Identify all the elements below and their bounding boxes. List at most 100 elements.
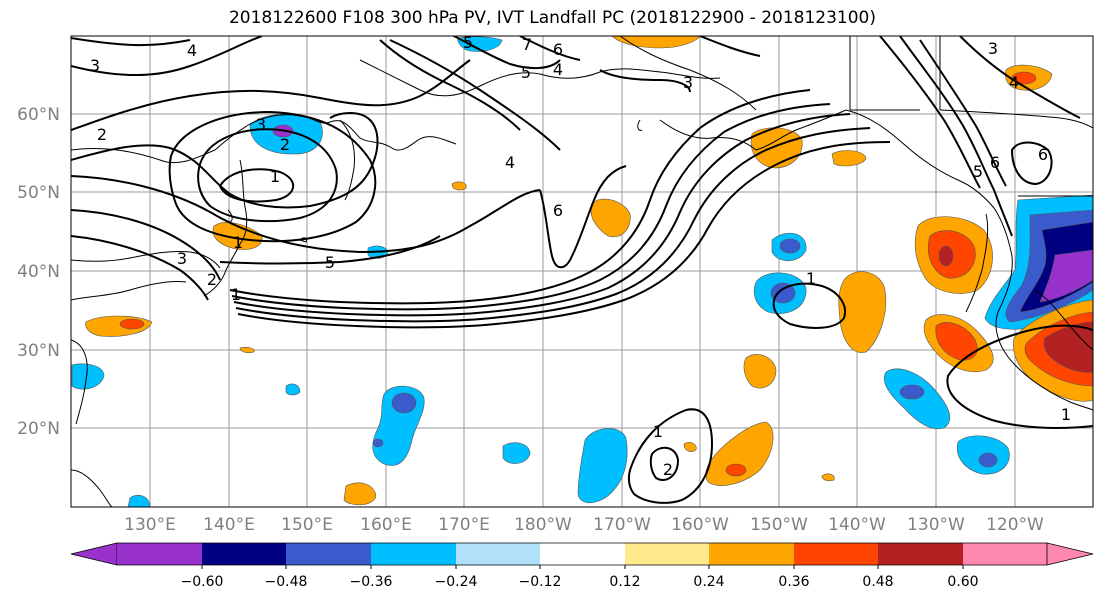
colorbar-tick-label: 0.48 [862,574,893,590]
positive-anomaly-region [212,222,263,250]
longitude-labels: 130°E 140°E 150°E 160°E 170°E 180°W 170°… [124,515,1044,535]
contour-label: 1 [270,167,280,186]
contour-label: 3 [988,39,998,58]
latitude-label: 50°N [17,183,60,203]
contour-label: 4 [1009,73,1019,92]
contour-label: 2 [207,270,217,289]
contour-label: 3 [683,73,693,92]
latitude-label: 20°N [17,419,60,439]
longitude-label: 120°W [986,515,1044,535]
positive-anomaly-region [935,322,978,361]
longitude-label: 130°E [124,515,176,535]
colorbar-segment [625,543,709,565]
map-frame [70,35,1094,508]
contour-label: 6 [990,153,1000,172]
colorbar-right-extension [1046,542,1094,566]
contour-label: 4 [187,41,197,60]
latitude-label: 30°N [17,341,60,361]
negative-anomaly-core [899,384,925,400]
positive-anomaly-region [343,482,377,506]
contour-label: 1 [806,269,816,288]
negative-anomaly-region [285,383,301,396]
colorbar-tick-label: 0.60 [947,574,978,590]
colorbar-left-extension [70,542,118,566]
pv-contours [71,36,1093,504]
contour-label: 4 [505,153,515,172]
coastlines [71,36,1093,507]
positive-anomaly-core [938,245,954,267]
colorbar-tick-label: 0.24 [693,574,724,590]
colorbar-tick-label: 0.12 [609,574,640,590]
negative-anomaly-core [372,438,384,448]
contour-label: 7 [522,35,532,54]
longitude-label: 160°W [671,515,729,535]
colorbar-segment [709,543,794,565]
colorbar-segment [456,543,540,565]
contour-label: 5 [325,253,335,272]
colorbar-segment [963,543,1047,565]
map-title: 2018122600 F108 300 hPa PV, IVT Landfall… [228,8,876,28]
colorbar-segment [540,543,625,565]
contour-label: 1 [653,422,663,441]
latitude-label: 40°N [17,262,60,282]
colorbar-ticks [201,565,964,569]
colorbar: −0.60 −0.48 −0.36 −0.24 −0.12 0.12 0.24 … [70,542,1094,590]
latitude-labels: 60°N 50°N 40°N 30°N 20°N [17,105,60,439]
negative-anomaly-core [779,238,801,254]
longitude-label: 150°W [750,515,808,535]
negative-anomaly-core [978,452,998,468]
positive-anomaly-region [590,198,631,238]
negative-anomaly-core [770,282,796,304]
longitude-label: 170°W [593,515,651,535]
colorbar-tick-label: −0.36 [350,574,393,590]
positive-anomaly-region [831,150,867,167]
colorbar-tick-label: 0.36 [778,574,809,590]
positive-anomaly-region [451,181,467,191]
positive-anomaly-core [725,463,747,477]
contour-label: 2 [280,135,290,154]
colorbar-segment [202,543,286,565]
contour-label: 2 [663,460,673,479]
negative-anomaly-region [884,368,951,430]
longitude-label: 150°E [281,515,333,535]
positive-anomaly-core [119,318,145,330]
colorbar-segment [371,543,456,565]
contour-label: 5 [463,33,473,52]
contour-label: 5 [973,162,983,181]
contour-label: 6 [553,201,563,220]
longitude-label: 170°E [438,515,490,535]
longitude-label: 160°E [360,515,412,535]
longitude-label: 140°E [203,515,255,535]
negative-anomaly-region [127,495,151,507]
colorbar-tick-label: −0.12 [519,574,562,590]
contour-label: 6 [1038,145,1048,164]
longitude-label: 130°W [907,515,965,535]
positive-anomaly-region [683,442,697,452]
contour-label: 6 [553,40,563,59]
contour-label: 1 [231,285,241,304]
contour-label: 3 [256,115,266,134]
negative-anomaly-region [71,363,105,390]
colorbar-segment [286,543,371,565]
contour-label: 4 [553,60,563,79]
colorbar-segment [794,543,878,565]
contour-label: 1 [233,233,243,252]
negative-anomaly-region [1039,249,1093,303]
negative-anomaly-region [502,442,531,464]
contour-label: 1 [1061,405,1071,424]
negative-anomaly-core [391,392,417,414]
positive-anomaly-region [838,271,887,353]
colorbar-tick-label: −0.60 [181,574,224,590]
positive-anomaly-region [821,473,835,482]
longitude-label: 140°W [828,515,886,535]
positive-anomaly-region [743,354,777,389]
contour-label: 3 [90,56,100,75]
contour-label: 5 [521,63,531,82]
contour-label: 3 [177,249,187,268]
colorbar-segment [117,543,202,565]
colorbar-tick-label: −0.24 [435,574,478,590]
positive-anomaly-region [239,346,255,354]
colorbar-tick-label: −0.48 [265,574,308,590]
negative-anomaly-region [577,428,628,504]
latitude-label: 60°N [17,105,60,125]
